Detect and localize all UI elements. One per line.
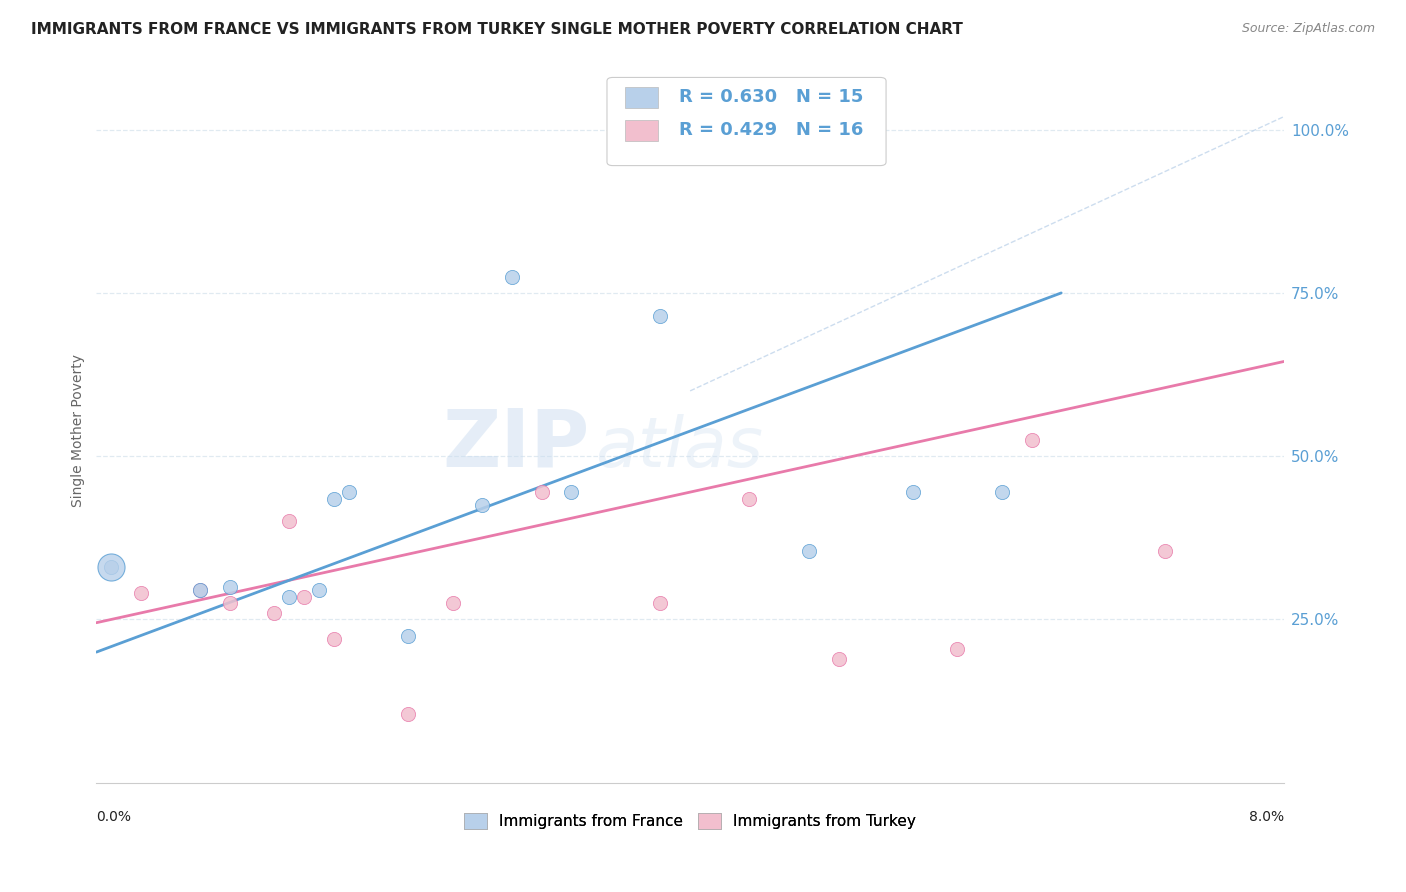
Point [530, 485, 553, 500]
Text: atlas: atlas [595, 414, 763, 481]
Point [650, 596, 672, 610]
Point [946, 641, 969, 656]
Text: R = 0.630   N = 15: R = 0.630 N = 15 [679, 88, 863, 106]
Point [501, 269, 523, 284]
Point [1154, 544, 1177, 558]
Point [901, 485, 924, 500]
Point [278, 515, 301, 529]
Point [337, 485, 360, 500]
Point [308, 583, 330, 598]
Text: Source: ZipAtlas.com: Source: ZipAtlas.com [1241, 22, 1375, 36]
Text: 8.0%: 8.0% [1249, 811, 1284, 824]
Point [219, 580, 242, 594]
Point [278, 590, 301, 604]
Point [322, 632, 344, 646]
Point [263, 606, 285, 620]
Y-axis label: Single Mother Poverty: Single Mother Poverty [72, 353, 86, 507]
Point [441, 596, 464, 610]
Point [471, 498, 494, 512]
Point [1021, 433, 1043, 447]
FancyBboxPatch shape [624, 120, 658, 141]
Point [738, 491, 761, 506]
Text: 0.0%: 0.0% [97, 811, 131, 824]
Text: R = 0.429   N = 16: R = 0.429 N = 16 [679, 121, 863, 139]
Point [797, 544, 820, 558]
FancyBboxPatch shape [624, 87, 658, 108]
Point [560, 485, 582, 500]
FancyBboxPatch shape [607, 78, 886, 166]
Point [129, 586, 152, 600]
Point [188, 583, 211, 598]
Point [322, 491, 344, 506]
Point [100, 560, 122, 574]
Text: ZIP: ZIP [441, 405, 589, 483]
Legend: Immigrants from France, Immigrants from Turkey: Immigrants from France, Immigrants from … [458, 806, 922, 835]
Point [100, 560, 122, 574]
Point [219, 596, 242, 610]
Point [396, 629, 419, 643]
Point [650, 309, 672, 323]
Point [188, 583, 211, 598]
Text: IMMIGRANTS FROM FRANCE VS IMMIGRANTS FROM TURKEY SINGLE MOTHER POVERTY CORRELATI: IMMIGRANTS FROM FRANCE VS IMMIGRANTS FRO… [31, 22, 963, 37]
Point [292, 590, 315, 604]
Point [991, 485, 1014, 500]
Point [827, 651, 849, 665]
Point [396, 707, 419, 722]
